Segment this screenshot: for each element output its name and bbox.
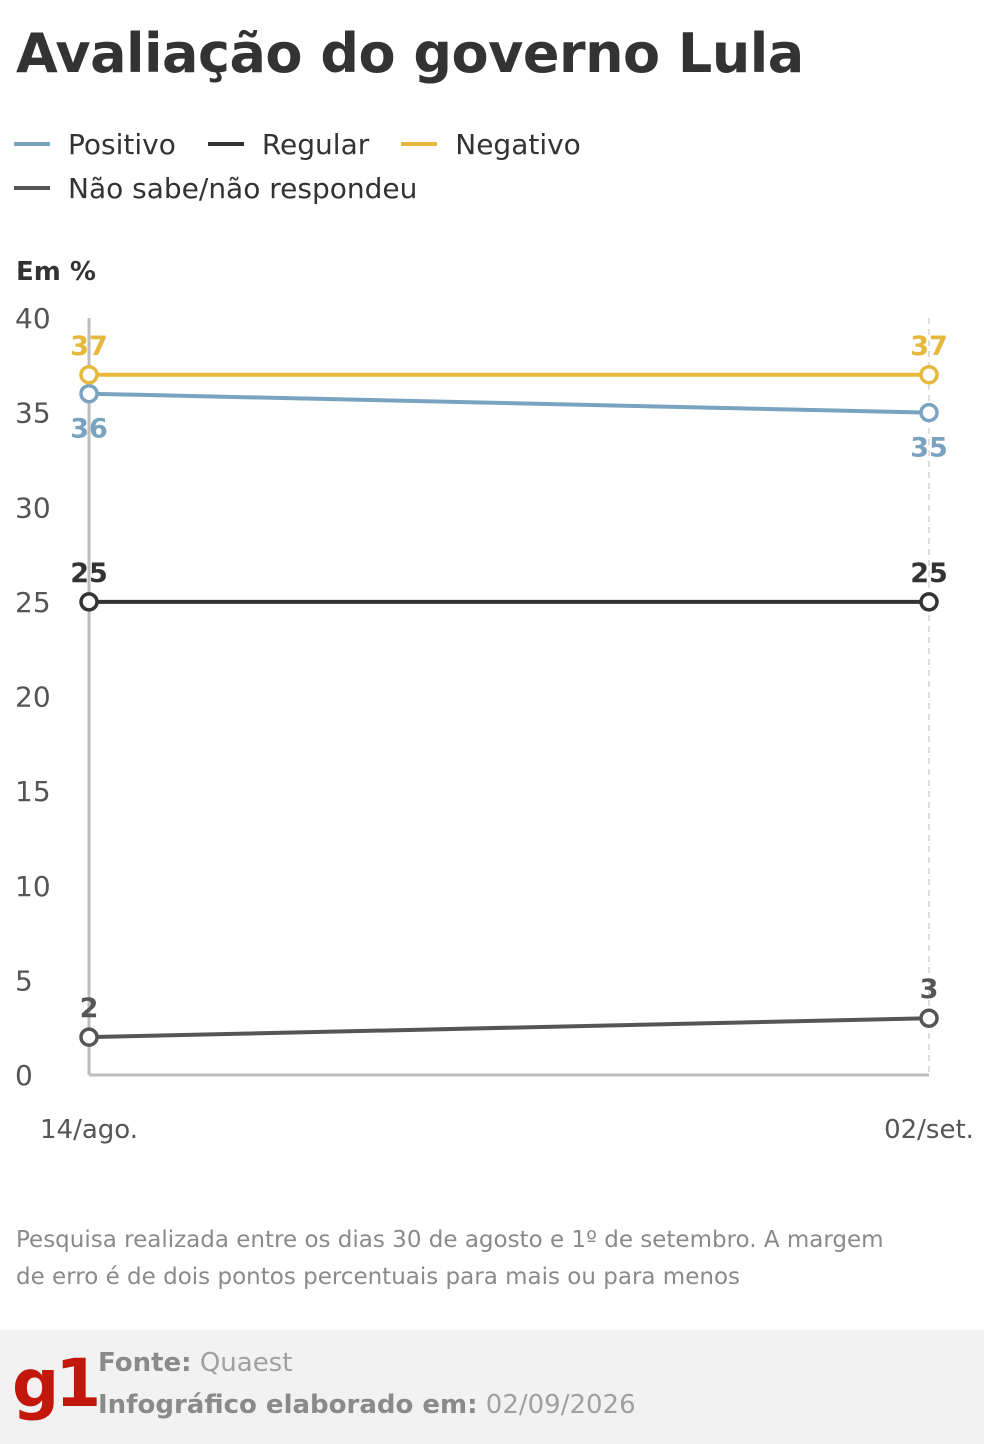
y-tick-label: 10 xyxy=(15,870,51,903)
legend-swatch-negativo xyxy=(401,142,438,146)
data-label-negativo: 37 xyxy=(70,331,108,362)
data-point-positivo xyxy=(79,383,99,404)
legend: Positivo Regular Negativo Não sabe/não r… xyxy=(14,124,974,212)
data-point-positivo xyxy=(919,402,939,423)
g1-logo: g1 xyxy=(12,1345,101,1422)
y-axis-unit-label: Em % xyxy=(16,257,96,287)
legend-row: Não sabe/não respondeu xyxy=(14,168,974,208)
data-label-positivo: 35 xyxy=(910,433,948,464)
source-label: Fonte: xyxy=(98,1348,192,1378)
y-tick-label: 30 xyxy=(15,491,51,524)
series-line-positivo xyxy=(88,391,930,415)
legend-swatch-regular xyxy=(207,142,244,146)
legend-item-negativo: Negativo xyxy=(401,128,581,161)
date-value: 02/09/2026 xyxy=(485,1390,636,1420)
data-label-nao-sabe-nao-respondeu: 2 xyxy=(80,993,99,1024)
y-tick-label: 0 xyxy=(15,1059,33,1092)
chart-title: Avaliação do governo Lula xyxy=(16,22,804,85)
legend-label-regular: Regular xyxy=(261,127,370,161)
source-value: Quaest xyxy=(199,1348,293,1378)
legend-item-regular: Regular xyxy=(207,127,370,161)
y-tick-label: 20 xyxy=(15,681,51,714)
legend-label-negativo: Negativo xyxy=(455,127,581,161)
date-line: Infográfico elaborado em: 02/09/2026 xyxy=(98,1390,636,1420)
y-tick-label: 25 xyxy=(15,586,51,619)
footer: g1 Fonte: Quaest Infográfico elaborado e… xyxy=(0,1330,984,1444)
y-tick-label: 35 xyxy=(15,397,51,430)
legend-item-positivo: Positivo xyxy=(14,128,176,161)
data-point-negativo xyxy=(919,365,939,385)
series-line-nao-sabe-nao-respondeu xyxy=(88,1016,930,1040)
x-tick-label: 02/set. xyxy=(884,1115,974,1145)
data-point-negativo xyxy=(79,365,99,385)
data-label-positivo: 36 xyxy=(70,414,108,445)
data-point-nao-sabe-nao-respondeu xyxy=(79,1027,99,1047)
legend-label-nao-sabe: Não sabe/não respondeu xyxy=(68,171,418,205)
data-label-regular: 25 xyxy=(910,558,948,589)
data-point-nao-sabe-nao-respondeu xyxy=(919,1008,939,1028)
y-tick-label: 5 xyxy=(15,964,33,997)
data-label-regular: 25 xyxy=(70,558,108,589)
legend-swatch-positivo xyxy=(14,142,50,146)
legend-swatch-nao-sabe xyxy=(14,186,50,190)
line-chart: 0 5 10 15 20 25 30 35 40 14/ago. 02/set. 36 35 25 25 37… xyxy=(15,302,974,1145)
legend-label-positivo: Positivo xyxy=(68,127,176,161)
methodology-note: Pesquisa realizada entre os dias 30 de a… xyxy=(16,1227,884,1290)
data-label-nao-sabe-nao-respondeu: 3 xyxy=(920,974,939,1005)
x-tick-label: 14/ago. xyxy=(40,1115,138,1145)
data-point-regular xyxy=(919,592,939,612)
data-label-negativo: 37 xyxy=(910,331,948,362)
date-label: Infográfico elaborado em: xyxy=(98,1390,478,1420)
data-point-regular xyxy=(79,592,99,612)
y-tick-label: 40 xyxy=(15,302,51,335)
source-line: Fonte: Quaest xyxy=(98,1348,292,1378)
legend-item-nao-sabe: Não sabe/não respondeu xyxy=(14,172,417,205)
y-tick-label: 15 xyxy=(15,775,51,808)
legend-row: Positivo Regular Negativo xyxy=(14,124,974,164)
